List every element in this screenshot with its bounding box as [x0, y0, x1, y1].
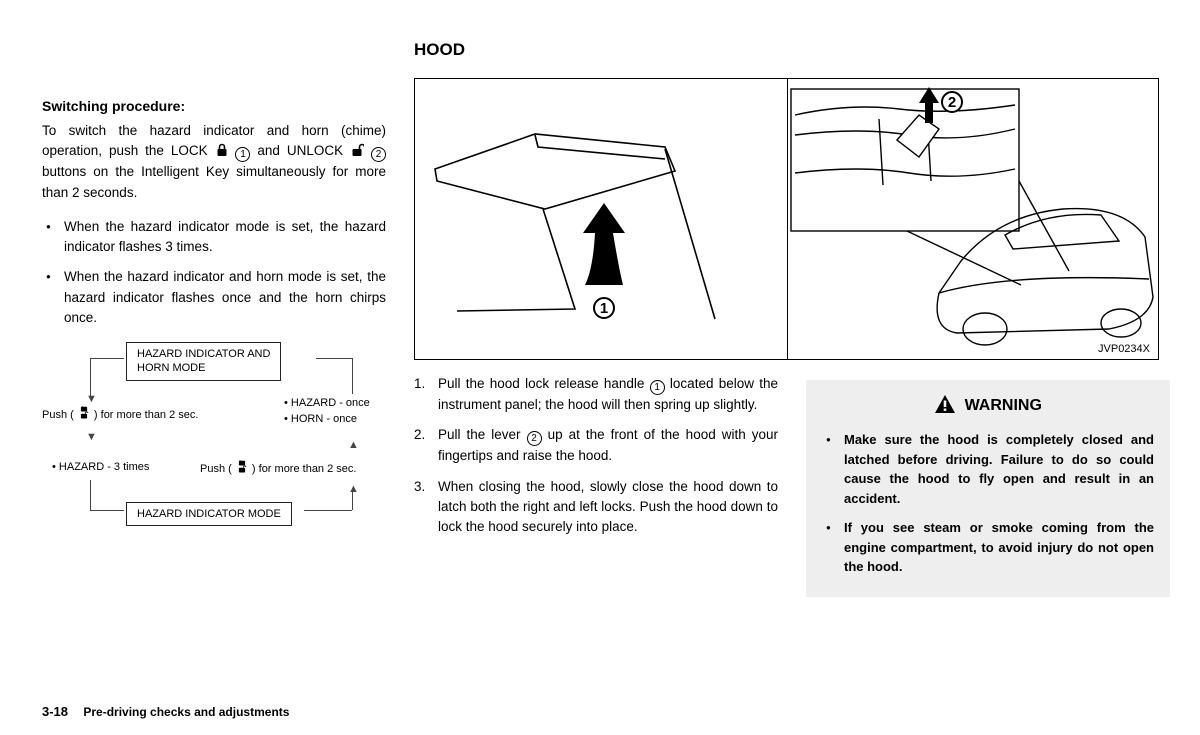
procedure-bullets: When the hazard indicator mode is set, t…: [42, 217, 386, 328]
hood-steps-list: Pull the hood lock release handle 1 loca…: [414, 374, 778, 537]
page-footer: 3-18 Pre-driving checks and adjustments: [42, 704, 289, 719]
hood-illustration: JVP0234X 1: [414, 78, 1159, 360]
bullet-item: When the hazard indicator mode is set, t…: [42, 217, 386, 258]
callout-one: 1: [593, 297, 615, 319]
column-right: WARNING Make sure the hood is completely…: [806, 374, 1170, 597]
warning-list: Make sure the hood is completely closed …: [822, 430, 1154, 577]
mode-box-bottom: HAZARD INDICATOR MODE: [126, 502, 292, 526]
hazard-once-label: • HAZARD - once: [284, 396, 370, 410]
mode-box-top: HAZARD INDICATOR ANDHORN MODE: [126, 342, 281, 381]
warning-item: Make sure the hood is completely closed …: [822, 430, 1154, 508]
procedure-paragraph: To switch the hazard indicator and horn …: [42, 121, 386, 203]
step-item: Pull the lever 2 up at the front of the …: [414, 425, 778, 466]
mode-switch-diagram: HAZARD INDICATOR ANDHORN MODE HAZARD IND…: [42, 342, 386, 532]
manual-page: Switching procedure: To switch the hazar…: [0, 0, 1200, 607]
warning-box: WARNING Make sure the hood is completely…: [806, 380, 1170, 597]
push-right-label: Push ( ) for more than 2 sec.: [200, 460, 390, 476]
section-title: HOOD: [414, 40, 1170, 60]
hood-latch-sketch: [789, 85, 1159, 355]
push-left-label: Push ( ) for more than 2 sec.: [42, 406, 210, 422]
column-middle: Pull the hood lock release handle 1 loca…: [414, 374, 778, 597]
step-item: Pull the hood lock release handle 1 loca…: [414, 374, 778, 415]
procedure-subheading: Switching procedure:: [42, 96, 386, 117]
horn-once-label: • HORN - once: [284, 412, 357, 426]
page-number: 3-18: [42, 704, 68, 719]
warning-heading: WARNING: [822, 394, 1154, 418]
up-arrow-icon: [917, 85, 941, 125]
right-columns-wrapper: HOOD JVP0234X 1: [414, 40, 1170, 597]
step-item: When closing the hood, slowly close the …: [414, 477, 778, 538]
hazard-3x-label: • HAZARD - 3 times: [52, 460, 149, 474]
callout-two: 2: [941, 91, 963, 113]
bullet-item: When the hazard indicator and horn mode …: [42, 267, 386, 328]
up-arrow-icon: [579, 199, 629, 289]
warning-triangle-icon: [934, 394, 956, 414]
chapter-title: Pre-driving checks and adjustments: [83, 705, 289, 719]
column-left: Switching procedure: To switch the hazar…: [42, 40, 386, 597]
warning-item: If you see steam or smoke coming from th…: [822, 518, 1154, 577]
